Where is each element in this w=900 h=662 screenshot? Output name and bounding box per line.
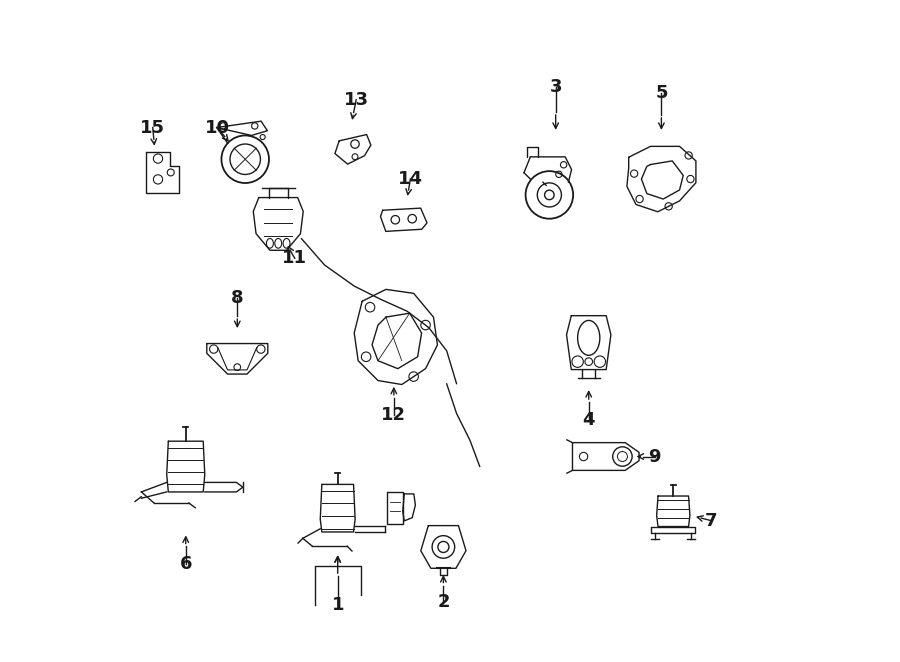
Text: 7: 7 [705, 512, 717, 530]
Text: 11: 11 [283, 250, 307, 267]
Text: 3: 3 [549, 77, 562, 95]
Text: 2: 2 [437, 593, 450, 611]
Text: 14: 14 [398, 170, 423, 188]
Text: 10: 10 [205, 118, 230, 136]
Text: 5: 5 [655, 84, 668, 102]
Text: 15: 15 [140, 118, 166, 136]
Text: 13: 13 [344, 91, 369, 109]
Text: 4: 4 [582, 411, 595, 429]
Text: 12: 12 [382, 406, 406, 424]
Text: 9: 9 [649, 448, 661, 465]
Text: 1: 1 [331, 596, 344, 614]
Text: 6: 6 [179, 555, 192, 573]
Text: 8: 8 [231, 289, 244, 307]
